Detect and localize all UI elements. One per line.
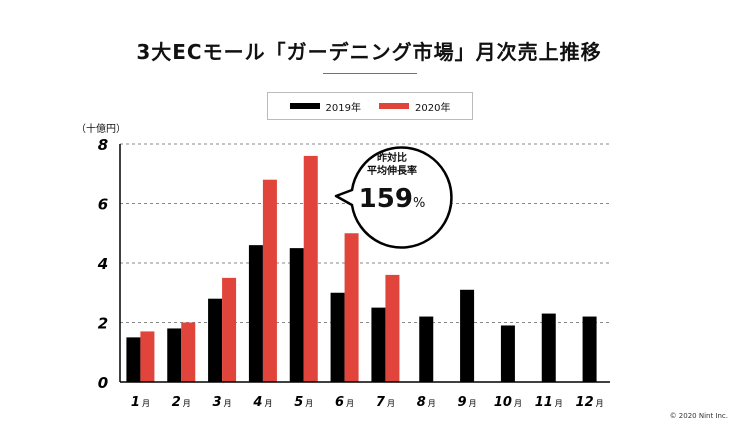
legend-item-2020: 2020年 <box>379 99 450 114</box>
bar-2020-month-5 <box>303 155 318 382</box>
bar-2020-month-3 <box>222 277 237 382</box>
y-tick-label: 2 <box>98 315 108 333</box>
title-underline <box>323 73 417 74</box>
bar-2020-month-6 <box>344 233 359 382</box>
bar-2019-month-5 <box>289 248 304 382</box>
legend: 2019年 2020年 <box>267 92 473 120</box>
y-axis-unit: （十億円） <box>76 124 126 135</box>
legend-swatch-2019 <box>289 103 320 109</box>
bar-2019-month-4 <box>248 245 263 382</box>
bar-2019-month-8 <box>419 316 434 382</box>
annotation-unit: % <box>412 196 426 211</box>
bar-2019-month-11 <box>541 313 556 382</box>
bar-2019-month-10 <box>500 325 515 382</box>
y-tick-label: 6 <box>98 196 108 214</box>
x-tick-label: 11 月 <box>535 395 563 410</box>
annotation-number: 159 <box>358 184 413 214</box>
bar-2019-month-9 <box>460 289 475 382</box>
legend-swatch-2020 <box>379 103 409 109</box>
bar-2019-month-12 <box>582 316 597 382</box>
bar-2019-month-1 <box>126 337 141 382</box>
y-tick-label: 4 <box>97 255 108 273</box>
annotation-label: 昨対比 平均伸長率 <box>338 152 446 178</box>
y-tick-label: 0 <box>98 374 108 392</box>
annotation-line2: 平均伸長率 <box>367 166 417 177</box>
bar-2019-month-7 <box>371 307 386 382</box>
speech-bubble <box>334 146 453 249</box>
bar-2020-month-4 <box>262 179 277 382</box>
x-tick-label: 10 月 <box>494 395 522 410</box>
legend-label-2019: 2019年 <box>325 102 361 114</box>
x-tick-label: 12 月 <box>576 395 604 410</box>
annotation-value: 159% <box>338 184 446 214</box>
bar-2020-month-1 <box>140 331 155 382</box>
chart-title: 3大ECモール「ガーデニング市場」月次売上推移 <box>136 40 602 64</box>
legend-item-2019: 2019年 <box>289 99 361 114</box>
y-tick-label: 8 <box>98 136 108 154</box>
bar-2019-month-2 <box>167 328 182 382</box>
bar-2020-month-2 <box>181 322 196 382</box>
bar-2020-month-7 <box>385 274 400 382</box>
legend-label-2020: 2020年 <box>415 102 451 114</box>
bar-2019-month-6 <box>330 292 345 382</box>
bar-2019-month-3 <box>208 298 223 382</box>
annotation-line1: 昨対比 <box>377 153 407 164</box>
copyright: © 2020 Nint Inc. <box>669 412 728 420</box>
